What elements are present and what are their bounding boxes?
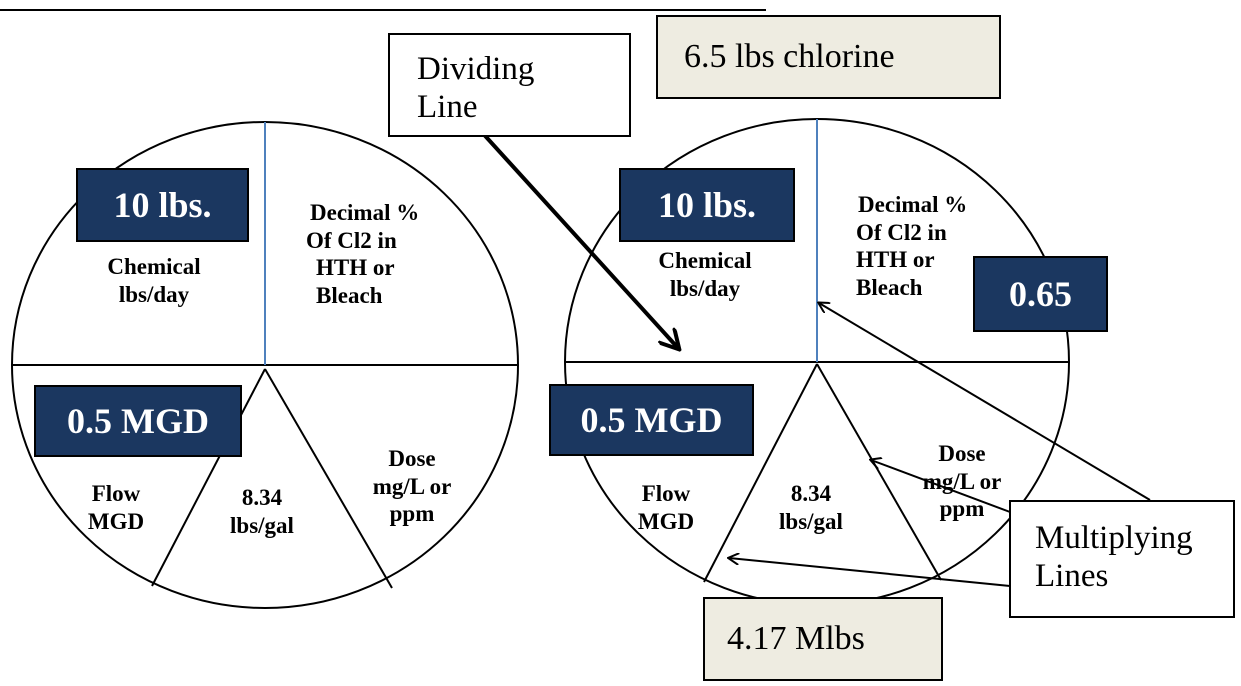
right-decimal-label-line-4: Bleach <box>856 274 923 300</box>
left-flow-value-box: 0.5 MGD <box>34 385 242 457</box>
left-dose-label-line-1: Dose <box>388 446 436 471</box>
dividing-line-arrow <box>476 126 678 348</box>
result-mlbs-text: 4.17 Mlbs <box>727 620 865 657</box>
left-flow-label-line-2: MGD <box>87 508 145 534</box>
left-dose-label: Dose mg/L or ppm <box>352 445 472 528</box>
right-chemical-label: Chemical lbs/day <box>641 247 769 302</box>
dividing-line-callout-line-1: Dividing <box>417 51 535 87</box>
multiplying-arrow-to-divider <box>819 303 1151 501</box>
right-decimal-value-box: 0.65 <box>973 256 1108 332</box>
left-pie-right-multiply-line <box>264 368 393 589</box>
left-pie <box>11 121 519 609</box>
multiplying-lines-callout-line-2: Lines <box>1035 557 1109 594</box>
right-decimal-label-line-2: Of Cl2 in <box>856 219 947 245</box>
right-constant-label: 8.34 lbs/gal <box>759 480 863 535</box>
left-decimal-label-line-1: Decimal % <box>310 200 420 225</box>
left-chemical-value-box: 10 lbs. <box>76 168 249 242</box>
right-dose-label-line-2: mg/L or <box>922 468 1002 494</box>
result-chlorine-text: 6.5 lbs chlorine <box>684 38 895 75</box>
right-flow-label-line-2: MGD <box>637 508 695 534</box>
left-chemical-label-line-2: lbs/day <box>118 281 190 307</box>
left-constant-label-line-1: 8.34 <box>241 485 283 510</box>
right-dose-label: Dose mg/L or ppm <box>902 440 1022 523</box>
dividing-line-callout: Dividing Line <box>388 33 631 137</box>
dividing-line-callout-line-2: Line <box>417 88 478 125</box>
right-dose-label-line-1: Dose <box>938 441 986 466</box>
right-decimal-label-line-1: Decimal % <box>858 192 968 217</box>
left-decimal-label-line-2: Of Cl2 in <box>306 227 397 253</box>
right-pie-left-multiply-line <box>703 363 818 583</box>
right-constant-label-line-1: 8.34 <box>790 481 832 506</box>
right-flow-label: Flow MGD <box>616 480 716 535</box>
multiplying-lines-callout-line-1: Multiplying <box>1035 520 1193 556</box>
left-decimal-label-line-4: Bleach <box>316 282 383 308</box>
right-dose-label-line-3: ppm <box>939 496 985 522</box>
right-chemical-label-line-1: Chemical <box>658 248 752 273</box>
result-mlbs-box: 4.17 Mlbs <box>703 597 943 681</box>
right-pie-right-multiply-line <box>816 363 942 581</box>
right-chemical-label-line-2: lbs/day <box>669 275 741 301</box>
multiplying-lines-callout: Multiplying Lines <box>1009 500 1235 618</box>
right-decimal-label: Decimal % Of Cl2 in HTH or Bleach <box>846 191 1006 301</box>
multiplying-arrow-to-dose-line <box>871 460 1011 513</box>
right-decimal-label-line-3: HTH or <box>856 247 935 273</box>
left-constant-label-line-2: lbs/gal <box>230 512 294 538</box>
left-pie-left-multiply-line <box>151 368 266 587</box>
result-chlorine-box: 6.5 lbs chlorine <box>656 15 1001 99</box>
left-decimal-label: Decimal % Of Cl2 in HTH or Bleach <box>296 199 456 309</box>
right-flow-label-line-1: Flow <box>641 481 691 506</box>
left-constant-label: 8.34 lbs/gal <box>210 484 314 539</box>
right-constant-label-line-2: lbs/gal <box>779 508 843 534</box>
left-chemical-label-line-1: Chemical <box>107 254 201 279</box>
right-flow-value-box: 0.5 MGD <box>549 384 754 456</box>
left-chemical-label: Chemical lbs/day <box>90 253 218 308</box>
right-chemical-value-box: 10 lbs. <box>619 168 795 242</box>
left-flow-label: Flow MGD <box>66 480 166 535</box>
left-flow-label-line-1: Flow <box>91 481 141 506</box>
multiplying-arrow-to-flow-line <box>729 558 1011 587</box>
left-dose-label-line-3: ppm <box>389 501 435 527</box>
left-dose-label-line-2: mg/L or <box>372 473 452 499</box>
left-decimal-label-line-3: HTH or <box>316 255 395 281</box>
